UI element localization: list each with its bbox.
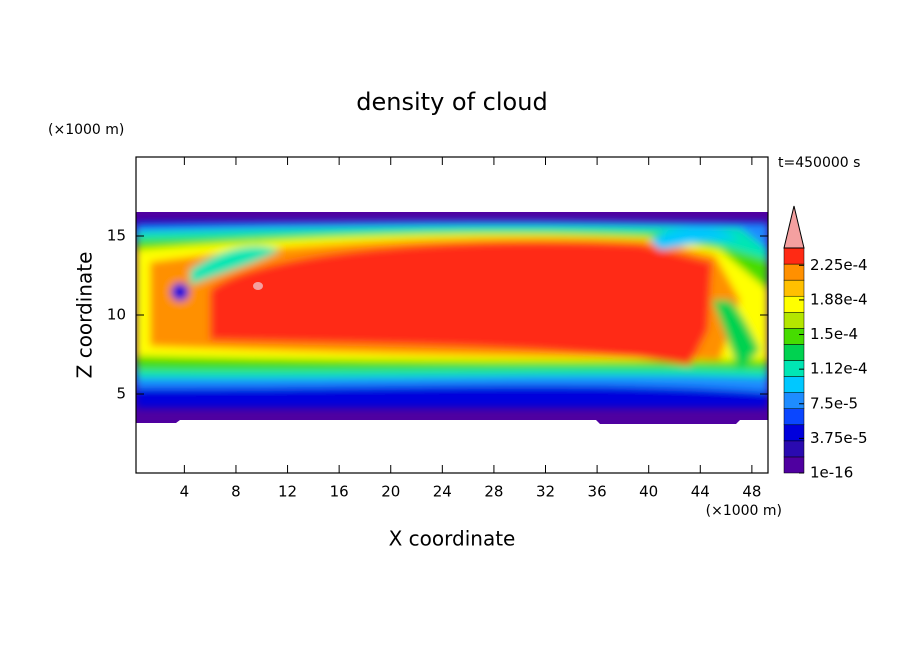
colorbar-band bbox=[783, 263, 805, 281]
y-axis-label: Z coordinate bbox=[73, 252, 97, 379]
colorbar-band bbox=[783, 247, 805, 265]
colorbar-band bbox=[783, 295, 805, 313]
x-tick-label: 8 bbox=[231, 483, 241, 501]
colorbar-band bbox=[783, 440, 805, 458]
x-tick-label: 40 bbox=[639, 483, 658, 501]
y-tick-label: 15 bbox=[107, 227, 126, 245]
y-tick-label: 10 bbox=[107, 306, 126, 324]
contour-field bbox=[136, 212, 768, 424]
x-tick-label: 44 bbox=[691, 483, 710, 501]
colorbar-band bbox=[783, 392, 805, 409]
colorbar-label: 7.5e-5 bbox=[810, 394, 858, 412]
x-unit: (×1000 m) bbox=[706, 503, 782, 519]
colorbar-band bbox=[783, 279, 805, 297]
colorbar-label: 1.5e-4 bbox=[810, 325, 858, 343]
x-tick-label: 12 bbox=[278, 483, 297, 501]
colorbar-band bbox=[783, 376, 805, 393]
colorbar-band bbox=[783, 328, 805, 345]
colorbar-band bbox=[783, 456, 805, 474]
colorbar-band bbox=[783, 312, 805, 329]
y-tick-label: 5 bbox=[116, 385, 126, 403]
colorbar-label: 1e-16 bbox=[810, 464, 853, 482]
colorbar-over bbox=[783, 205, 805, 249]
x-tick-label: 20 bbox=[381, 483, 400, 501]
chart-title: density of cloud bbox=[356, 88, 547, 116]
x-tick-label: 28 bbox=[484, 483, 503, 501]
annotation: t=450000 s bbox=[778, 155, 860, 171]
colorbar-label: 1.12e-4 bbox=[810, 360, 868, 378]
x-tick-label: 36 bbox=[588, 483, 607, 501]
colorbar-band bbox=[783, 360, 805, 377]
colorbar-band bbox=[783, 344, 805, 361]
y-unit: (×1000 m) bbox=[48, 122, 124, 138]
x-tick-label: 4 bbox=[180, 483, 190, 501]
x-tick-label: 24 bbox=[433, 483, 452, 501]
x-tick-label: 48 bbox=[742, 483, 761, 501]
colorbar-label: 1.88e-4 bbox=[810, 290, 868, 308]
colorbar-label: 3.75e-5 bbox=[810, 429, 868, 447]
colorbar-band bbox=[783, 408, 805, 426]
x-tick-label: 16 bbox=[330, 483, 349, 501]
colorbar-label: 2.25e-4 bbox=[810, 256, 868, 274]
x-axis-label: X coordinate bbox=[389, 527, 516, 551]
x-tick-label: 32 bbox=[536, 483, 555, 501]
